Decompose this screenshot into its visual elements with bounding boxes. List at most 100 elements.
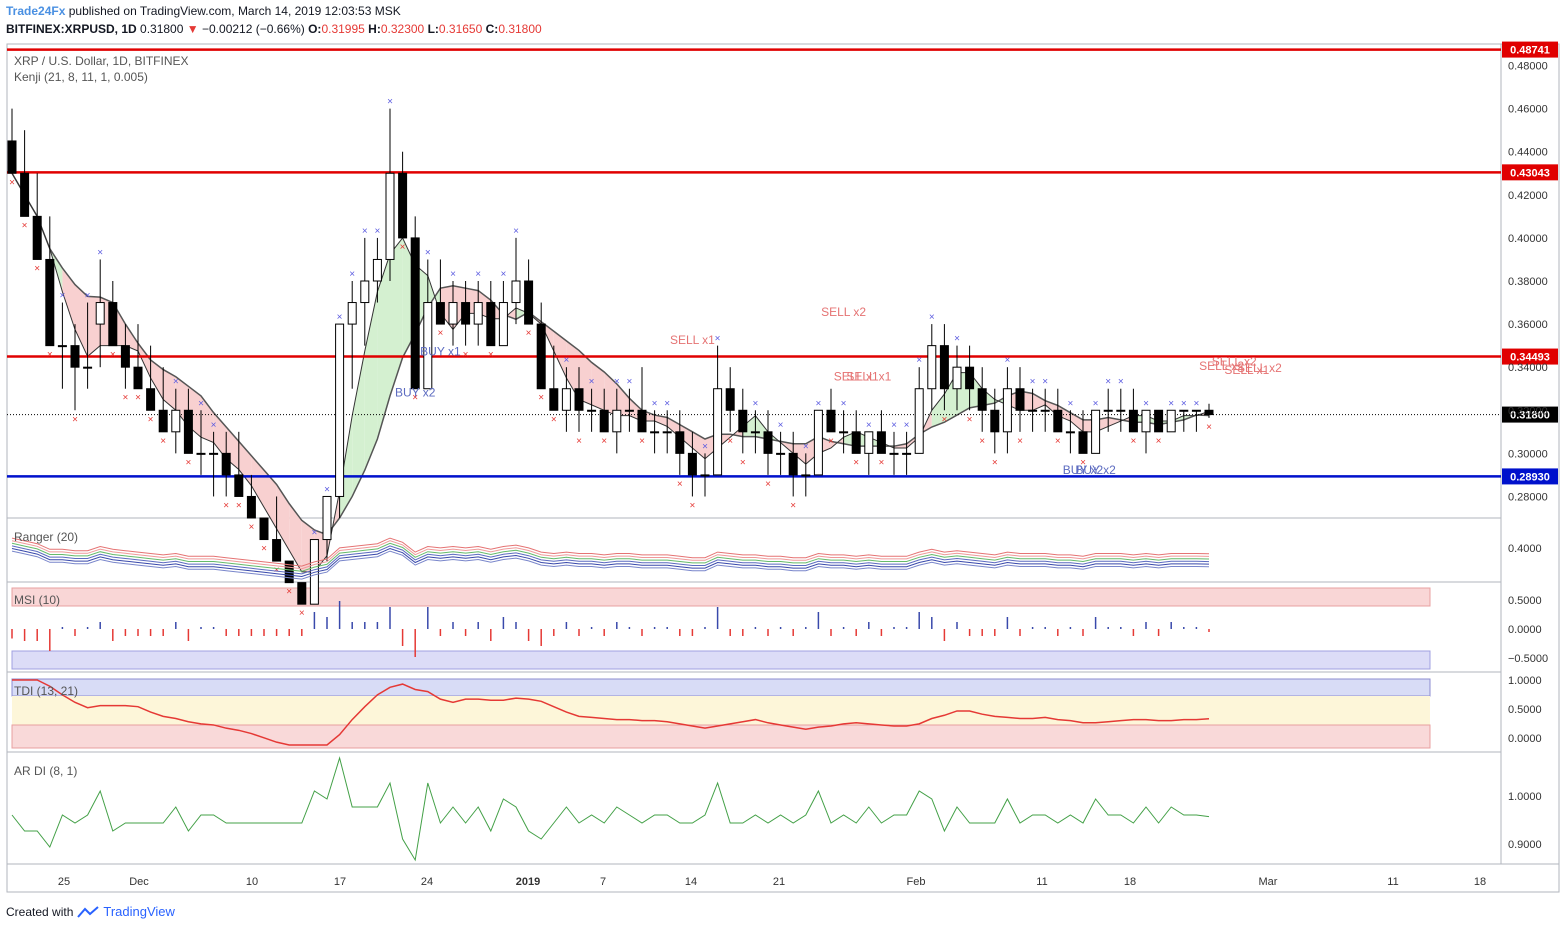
buy-cross: × [664, 398, 670, 409]
sell-cross: × [740, 457, 746, 468]
candle-body [612, 409, 622, 433]
candle-body [7, 140, 17, 174]
sell-cross: × [992, 457, 998, 468]
sell-cross: × [941, 414, 947, 425]
x-tick-label: 24 [421, 876, 433, 888]
kenji-label: Kenji (21, 8, 11, 1, 0.005) [14, 70, 148, 84]
sell-cross: × [551, 414, 557, 425]
ardi-label: AR DI (8, 1) [14, 764, 77, 778]
pane-tick-label: 0.0000 [1508, 624, 1542, 636]
candle-body [587, 409, 597, 412]
buy-cross: × [866, 420, 872, 431]
kumo-segment [352, 351, 365, 497]
x-tick-label: 25 [58, 876, 70, 888]
signal-label: BUY x2 [1063, 463, 1104, 477]
tdi-upper-band [11, 678, 1431, 697]
tradingview-brand[interactable]: TradingView [103, 904, 175, 919]
signal-label: BUY x2 [1075, 463, 1116, 477]
buy-cross: × [337, 312, 343, 323]
kumo-segment [251, 455, 264, 508]
candle-body [410, 237, 420, 390]
candle-body [536, 323, 546, 390]
signal-label: SELL x2 [1237, 361, 1282, 375]
signal-label: SELL x2 [821, 305, 866, 319]
y-tick-label: 0.38000 [1508, 276, 1548, 288]
buy-cross: × [1093, 398, 1099, 409]
buy-cross: × [85, 291, 91, 302]
buy-cross: × [387, 97, 393, 108]
x-tick-label: Feb [907, 876, 926, 888]
candle-body [1204, 409, 1214, 416]
y-tick-label: 0.40000 [1508, 233, 1548, 245]
buy-cross: × [702, 441, 708, 452]
candle-body [650, 431, 660, 434]
candle-body [183, 409, 193, 454]
buy-cross: × [374, 226, 380, 237]
buy-cross: × [652, 398, 658, 409]
sell-cross: × [135, 393, 141, 404]
tradingview-logo-icon [77, 905, 100, 918]
x-tick-label: 18 [1124, 876, 1136, 888]
high-label: H: [368, 22, 381, 36]
sell-cross: × [110, 350, 116, 361]
kumo-segment [125, 324, 138, 352]
candle-body [1078, 431, 1088, 454]
kumo-segment [163, 369, 176, 411]
high-value: 0.32300 [380, 22, 425, 36]
candle-body [20, 172, 30, 217]
sell-cross: × [601, 436, 607, 447]
candle-body [398, 172, 408, 239]
candle-body [335, 323, 345, 497]
candle-body [1002, 388, 1012, 433]
signal-label: SELL x1 [670, 333, 715, 347]
y-tick-label: 0.42000 [1508, 190, 1548, 202]
pane-tick-label: 1.0000 [1508, 675, 1542, 687]
buy-cross: × [1042, 377, 1048, 388]
level-price-label: 0.28930 [1510, 471, 1550, 483]
buy-cross: × [1004, 355, 1010, 366]
publisher-name[interactable]: Trade24Fx [6, 4, 66, 18]
kumo-segment [75, 284, 88, 357]
sell-cross: × [34, 263, 40, 274]
tdi-mid-band [12, 696, 1430, 725]
candle-body [32, 215, 42, 260]
buy-cross: × [450, 269, 456, 280]
buy-cross: × [916, 355, 922, 366]
candle-body [171, 409, 181, 433]
last-price-tag [1502, 406, 1558, 423]
candle-body [574, 388, 584, 411]
publish-line: Trade24Fx published on TradingView.com, … [6, 4, 401, 18]
kumo-segment [264, 470, 277, 529]
y-tick-label: 0.36000 [1508, 319, 1548, 331]
buy-cross: × [1067, 398, 1073, 409]
kumo-segment [62, 268, 75, 330]
level-price-label: 0.43043 [1510, 167, 1550, 179]
buy-cross: × [1105, 377, 1111, 388]
candle-body [902, 452, 912, 455]
candle-body [889, 452, 899, 455]
kumo-segment [150, 360, 164, 400]
candle-body [120, 345, 130, 368]
x-tick-label: Mar [1259, 876, 1278, 888]
sell-cross: × [979, 436, 985, 447]
candle-body [1028, 409, 1038, 412]
buy-cross: × [1193, 398, 1199, 409]
candle-body [45, 258, 55, 347]
candle-body [435, 302, 445, 325]
candle-body [1116, 409, 1126, 412]
kumo-segment [1057, 405, 1071, 422]
sell-cross: × [22, 220, 28, 231]
main-title: XRP / U.S. Dollar, 1D, BITFINEX [14, 54, 189, 68]
candle-body [146, 388, 156, 411]
ranger-line [11, 537, 1210, 567]
sell-cross: × [967, 414, 973, 425]
sell-cross: × [765, 479, 771, 490]
x-tick-label: 7 [600, 876, 606, 888]
kumo-segment [591, 362, 605, 411]
ranger-line [11, 540, 1210, 570]
candle-body [473, 302, 483, 325]
x-tick-label: 14 [685, 876, 697, 888]
sell-cross: × [538, 393, 544, 404]
sell-cross: × [878, 457, 884, 468]
